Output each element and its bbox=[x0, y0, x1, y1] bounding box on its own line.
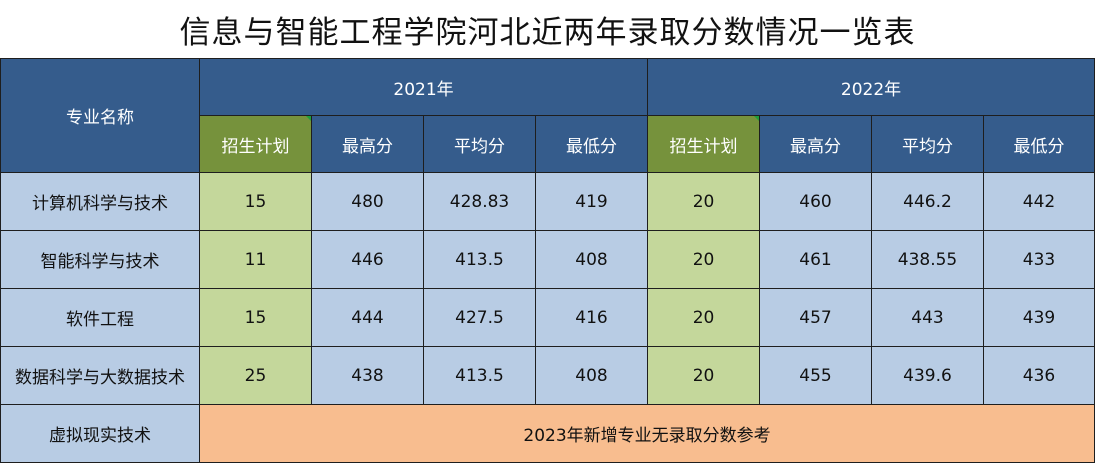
avg-2021-cell: 428.83 bbox=[423, 172, 536, 231]
new-major-note: 2023年新增专业无录取分数参考 bbox=[198, 404, 1095, 463]
col-header-min-2021: 最低分 bbox=[534, 115, 649, 173]
header-row-columns: 招生计划 最高分 平均分 最低分 招生计划 最高分 平均分 最低分 bbox=[1, 115, 1095, 173]
min-2022-cell: 439 bbox=[983, 288, 1095, 347]
year-header-2022: 2022年 bbox=[647, 58, 1095, 116]
major-name-cell: 智能科学与技术 bbox=[0, 230, 200, 289]
max-2021-cell: 446 bbox=[311, 230, 424, 289]
min-2021-cell: 408 bbox=[534, 346, 649, 405]
max-2021-cell: 444 bbox=[311, 288, 424, 347]
header-row-years: 专业名称 2021年 2022年 bbox=[0, 58, 1095, 173]
plan-2021-cell: 25 bbox=[199, 346, 312, 405]
table-row: 软件工程 15 444 427.5 416 20 457 443 439 bbox=[0, 288, 1095, 347]
max-2021-cell: 480 bbox=[311, 172, 424, 231]
min-2022-cell: 433 bbox=[983, 230, 1095, 289]
col-header-max-2022: 最高分 bbox=[759, 115, 873, 173]
avg-2022-cell: 443 bbox=[871, 288, 985, 347]
col-header-plan-2022: 招生计划 bbox=[647, 115, 761, 173]
avg-2022-cell: 446.2 bbox=[871, 172, 985, 231]
max-2022-cell: 461 bbox=[759, 230, 873, 289]
col-header-avg-2021: 平均分 bbox=[423, 115, 536, 173]
max-2022-cell: 457 bbox=[759, 288, 873, 347]
min-2022-cell: 436 bbox=[983, 346, 1095, 405]
avg-2022-cell: 438.55 bbox=[871, 230, 985, 289]
max-2021-cell: 438 bbox=[311, 346, 424, 405]
plan-2022-cell: 20 bbox=[647, 230, 761, 289]
plan-2022-cell: 20 bbox=[647, 346, 761, 405]
min-2021-cell: 416 bbox=[534, 288, 649, 347]
plan-2022-cell: 20 bbox=[647, 172, 761, 231]
admission-score-table: 专业名称 2021年 2022年 招生计划 最高分 平均分 最低分 招生计划 最… bbox=[0, 58, 1095, 463]
avg-2022-cell: 439.6 bbox=[871, 346, 985, 405]
title-college: 信息与智能工程学院 bbox=[179, 14, 468, 51]
page-title: 信息与智能工程学院 河北 近两年录取分数情况一览表 bbox=[0, 0, 1095, 58]
new-major-row: 虚拟现实技术 2023年新增专业无录取分数参考 bbox=[0, 404, 1095, 463]
avg-2021-cell: 413.5 bbox=[423, 346, 536, 405]
max-2022-cell: 455 bbox=[759, 346, 873, 405]
min-2022-cell: 442 bbox=[983, 172, 1095, 231]
col-header-max-2021: 最高分 bbox=[311, 115, 424, 173]
table-row: 智能科学与技术 11 446 413.5 408 20 461 438.55 4… bbox=[0, 230, 1095, 289]
major-name-cell: 计算机科学与技术 bbox=[0, 172, 200, 231]
min-2021-cell: 419 bbox=[534, 172, 649, 231]
plan-2021-cell: 15 bbox=[199, 172, 312, 231]
major-name-header: 专业名称 bbox=[0, 58, 200, 173]
col-header-avg-2022: 平均分 bbox=[871, 115, 985, 173]
title-province: 河北 bbox=[467, 14, 532, 51]
avg-2021-cell: 427.5 bbox=[423, 288, 536, 347]
major-name-cell: 数据科学与大数据技术 bbox=[0, 346, 200, 405]
col-header-min-2022: 最低分 bbox=[983, 115, 1095, 173]
min-2021-cell: 408 bbox=[534, 230, 649, 289]
plan-2021-cell: 11 bbox=[199, 230, 312, 289]
major-name-cell: 软件工程 bbox=[0, 288, 200, 347]
year-header-2021: 2021年 bbox=[198, 58, 649, 116]
plan-2021-cell: 15 bbox=[199, 288, 312, 347]
max-2022-cell: 460 bbox=[759, 172, 873, 231]
title-subject: 近两年录取分数情况一览表 bbox=[531, 14, 916, 51]
col-header-plan-2021: 招生计划 bbox=[199, 115, 312, 173]
avg-2021-cell: 413.5 bbox=[423, 230, 536, 289]
table-row: 数据科学与大数据技术 25 438 413.5 408 20 455 439.6… bbox=[0, 346, 1095, 405]
table-row: 计算机科学与技术 15 480 428.83 419 20 460 446.2 … bbox=[0, 172, 1095, 231]
plan-2022-cell: 20 bbox=[647, 288, 761, 347]
new-major-name-cell: 虚拟现实技术 bbox=[0, 404, 200, 463]
